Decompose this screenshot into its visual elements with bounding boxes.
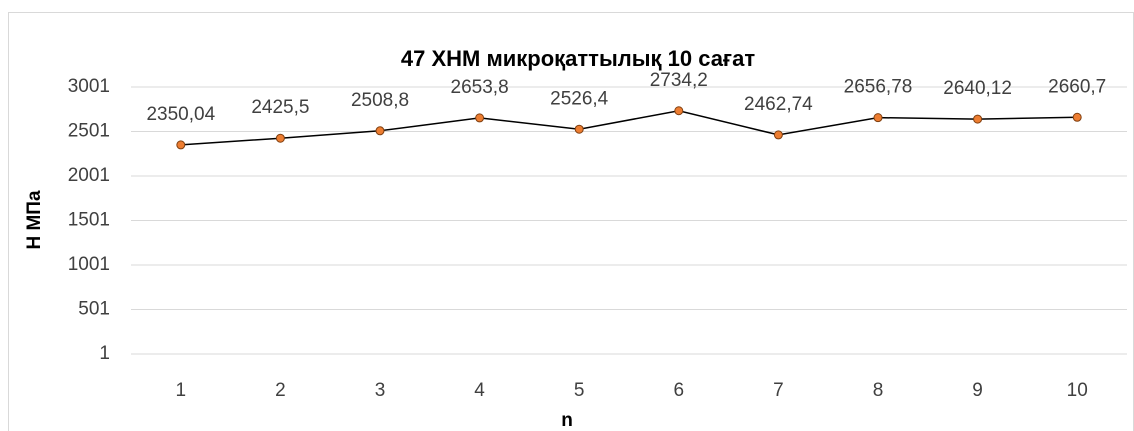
x-tick-label: 1 [176,380,187,401]
x-tick-label: 2 [275,380,286,401]
y-tick-label: 2001 [68,165,110,186]
data-point [873,113,883,123]
series-line [180,109,1078,146]
data-label: 2462,74 [744,94,813,115]
x-tick-label: 5 [574,380,585,401]
x-tick-label: 8 [873,380,884,401]
x-tick-label: 7 [773,380,784,401]
data-label: 2656,78 [844,77,913,98]
data-label: 2526,4 [550,88,609,109]
x-tick-label: 3 [375,380,386,401]
y-tick-label: 1501 [68,210,110,231]
x-tick-label: 10 [1067,380,1088,401]
data-point [674,106,684,116]
data-label: 2660,7 [1048,76,1106,97]
data-point [574,124,584,134]
x-tick-label: 4 [474,380,485,401]
y-tick-label: 1 [99,343,110,364]
y-tick-label: 3001 [68,76,110,97]
chart-title: 47 ХНМ микроқаттылық 10 сағат [401,46,755,71]
chart-border [8,12,1134,431]
y-tick-label: 2501 [68,121,110,142]
y-tick-label: 1001 [68,254,110,275]
data-point [176,140,186,150]
y-axis-label: Н МПа [24,190,45,249]
data-point [1072,112,1082,122]
data-label: 2653,8 [451,77,509,98]
data-label: 2640,12 [943,78,1012,99]
data-point [773,130,783,140]
x-tick-label: 9 [972,380,983,401]
y-tick-label: 501 [78,299,110,320]
data-point [375,126,385,136]
data-label: 2425,5 [251,97,309,118]
data-label: 2508,8 [351,90,409,111]
data-point [275,133,285,143]
data-point [973,114,983,124]
data-point [475,113,485,123]
x-axis-label: n [561,410,573,431]
data-label: 2734,2 [650,70,708,91]
x-tick-label: 6 [674,380,685,401]
data-label: 2350,04 [146,104,215,125]
